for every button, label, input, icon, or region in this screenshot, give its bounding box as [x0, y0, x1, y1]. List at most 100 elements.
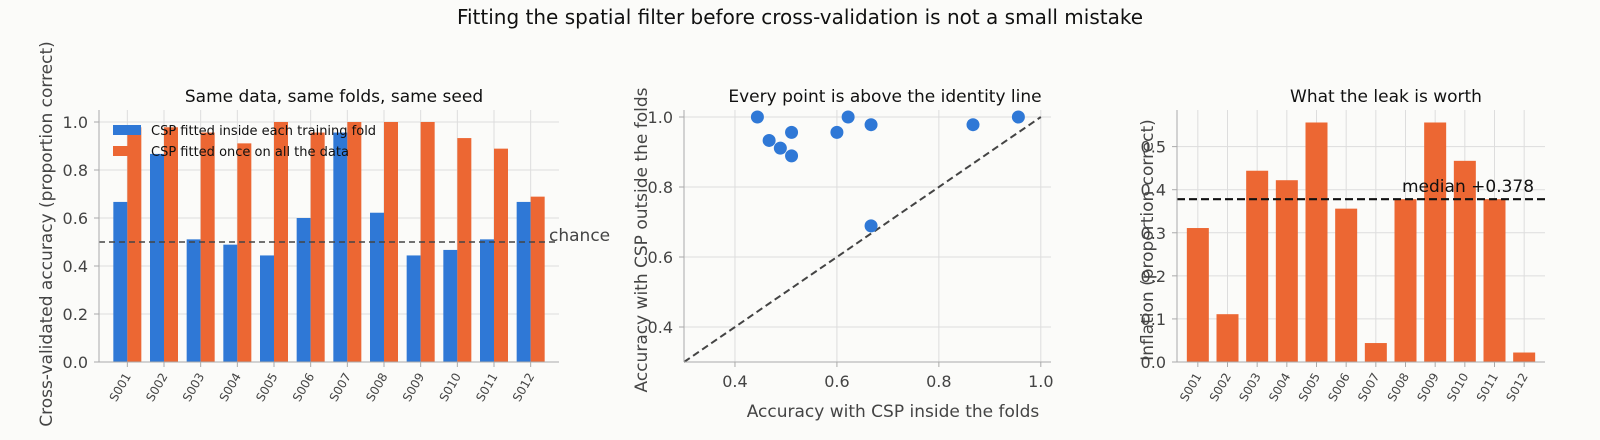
panel-accuracy-bars: Same data, same folds, same seed Cross-v… [37, 41, 610, 427]
panel1-x-tick-label: S011 [473, 371, 500, 404]
panel1-x-tick-label: S001 [107, 371, 134, 404]
scatter-point [773, 141, 787, 155]
panel3-y-tick-label: 0.3 [1141, 224, 1166, 243]
panel1-title: Same data, same folds, same seed [185, 87, 483, 107]
bar-inflation [1513, 352, 1536, 362]
chance-label: chance [549, 226, 610, 246]
panel2-x-tick-label: 0.6 [824, 372, 849, 391]
bar-inflation [1483, 199, 1506, 362]
panel1-y-tick-label: 0.0 [63, 353, 88, 372]
panel3-x-tick-label: S008 [1385, 371, 1412, 404]
scatter-point [864, 219, 878, 233]
panel3-title: What the leak is worth [1290, 87, 1482, 107]
panel2-title: Every point is above the identity line [728, 87, 1041, 107]
legend-label-inside: CSP fitted inside each training fold [151, 124, 376, 139]
bar-inside [150, 153, 164, 362]
panel3-x-tick-label: S007 [1355, 371, 1382, 404]
panel1-legend: CSP fitted inside each training fold CSP… [113, 124, 376, 160]
median-label: median +0.378 [1402, 177, 1534, 197]
bar-leaky [310, 132, 325, 362]
bar-inside [296, 218, 311, 362]
panel-inflation-bars: What the leak is worth Inflation (propor… [1138, 87, 1545, 404]
panel1-y-axis-label: Cross-validated accuracy (proportion cor… [37, 41, 57, 427]
bar-leaky [200, 132, 215, 362]
panel3-y-tick-label: 0.2 [1141, 267, 1166, 286]
panel2-x-tick-label: 0.4 [722, 372, 747, 391]
legend-swatch-inside [113, 125, 141, 135]
bar-inflation [1275, 180, 1298, 362]
panel2-marks [683, 110, 1042, 363]
bar-inside [186, 239, 201, 362]
panel1-x-tick-label: S007 [327, 371, 354, 404]
panel1-x-tick-label: S005 [253, 371, 280, 404]
figure-title: Fitting the spatial filter before cross-… [457, 5, 1143, 29]
panel3-x-tick-label: S005 [1296, 371, 1323, 404]
scatter-point [785, 149, 799, 163]
panel2-x-tick-label: 0.8 [926, 372, 951, 391]
bar-leaky [457, 138, 472, 362]
panel1-y-tick-label: 0.8 [63, 161, 88, 180]
panel1-y-tick-label: 0.2 [63, 305, 88, 324]
scatter-point [762, 133, 776, 147]
panel3-x-tick-label: S009 [1414, 371, 1441, 404]
scatter-point [864, 118, 878, 132]
bar-inside [516, 201, 531, 362]
panel2-grid [684, 110, 1051, 362]
bar-inside [333, 132, 348, 362]
panel1-x-tick-label: S009 [400, 371, 427, 404]
panel1-x-tick-label: S006 [290, 371, 317, 404]
panel1-x-tick-label: S002 [143, 371, 170, 404]
panel1-bars [99, 122, 559, 362]
panel3-y-tick-label: 0.4 [1141, 181, 1166, 200]
scatter-point [1011, 110, 1025, 124]
scatter-point [830, 125, 844, 139]
panel3-y-axis-label: Inflation (proportion correct) [1138, 119, 1158, 361]
bar-leaky [530, 196, 545, 362]
bar-inside [113, 201, 128, 362]
bar-inside [370, 212, 384, 362]
bar-inside [260, 255, 274, 362]
bar-inflation [1305, 122, 1328, 362]
panel1-y-tick-label: 0.6 [63, 209, 88, 228]
panel2-y-tick-label: 0.6 [648, 248, 673, 267]
panel3-y-tick-label: 0.0 [1141, 353, 1166, 372]
bar-inflation [1335, 208, 1358, 362]
bar-inside [406, 255, 421, 362]
panel2-x-axis-label: Accuracy with CSP inside the folds [747, 402, 1040, 422]
bar-inside [480, 239, 494, 362]
panel2-axes: 0.4 0.6 0.8 1.0 0.4 0.6 0.8 1.0 [648, 108, 1054, 391]
bar-leaky [127, 127, 142, 362]
bar-inflation [1424, 122, 1447, 362]
bar-leaky [164, 127, 178, 362]
panel1-y-tick-label: 1.0 [63, 113, 88, 132]
bar-inflation [1246, 170, 1269, 362]
bar-inflation [1186, 228, 1209, 362]
bar-inside [443, 249, 458, 362]
legend-label-leaky: CSP fitted once on all the data [151, 145, 349, 160]
panel2-y-tick-label: 1.0 [648, 108, 673, 127]
panel3-x-tick-label: S010 [1444, 371, 1471, 404]
panel2-y-tick-label: 0.4 [648, 318, 673, 337]
panel2-y-axis-label: Accuracy with CSP outside the folds [632, 87, 652, 392]
bar-inflation [1364, 343, 1387, 362]
panel1-x-tick-label: S010 [437, 371, 464, 404]
panel3-x-tick-label: S012 [1503, 371, 1530, 404]
bar-leaky [237, 143, 252, 362]
bar-inside [223, 244, 238, 362]
panel3-x-tick-label: S006 [1325, 371, 1352, 404]
panel3-x-tick-label: S002 [1207, 371, 1234, 404]
panel3-y-tick-label: 0.5 [1141, 138, 1166, 157]
panel1-x-tick-label: S003 [180, 371, 207, 404]
panel3-x-tick-label: S004 [1266, 371, 1293, 404]
panel1-x-tick-label: S004 [217, 371, 244, 404]
bar-leaky [494, 148, 508, 362]
bar-inflation [1216, 314, 1239, 362]
panel2-x-tick-label: 1.0 [1028, 372, 1053, 391]
panel1-x-tick-label: S008 [363, 371, 390, 404]
panel2-y-tick-label: 0.8 [648, 178, 673, 197]
panel3-y-tick-label: 0.1 [1141, 310, 1166, 329]
panel3-bars [1177, 122, 1545, 362]
bar-inflation [1394, 199, 1417, 362]
